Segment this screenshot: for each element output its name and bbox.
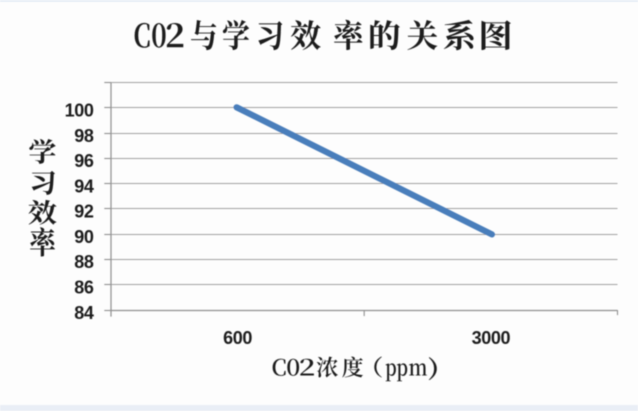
svg-text:98: 98 [74,126,94,146]
svg-text:86: 86 [74,278,94,298]
svg-text:84: 84 [74,303,94,323]
svg-text:100: 100 [65,101,94,121]
svg-text:600: 600 [223,328,252,348]
svg-text:88: 88 [74,252,94,272]
svg-text:92: 92 [74,202,94,222]
svg-text:94: 94 [74,176,94,196]
svg-text:96: 96 [74,151,94,171]
svg-text:90: 90 [74,227,94,247]
svg-text:3000: 3000 [472,328,511,348]
